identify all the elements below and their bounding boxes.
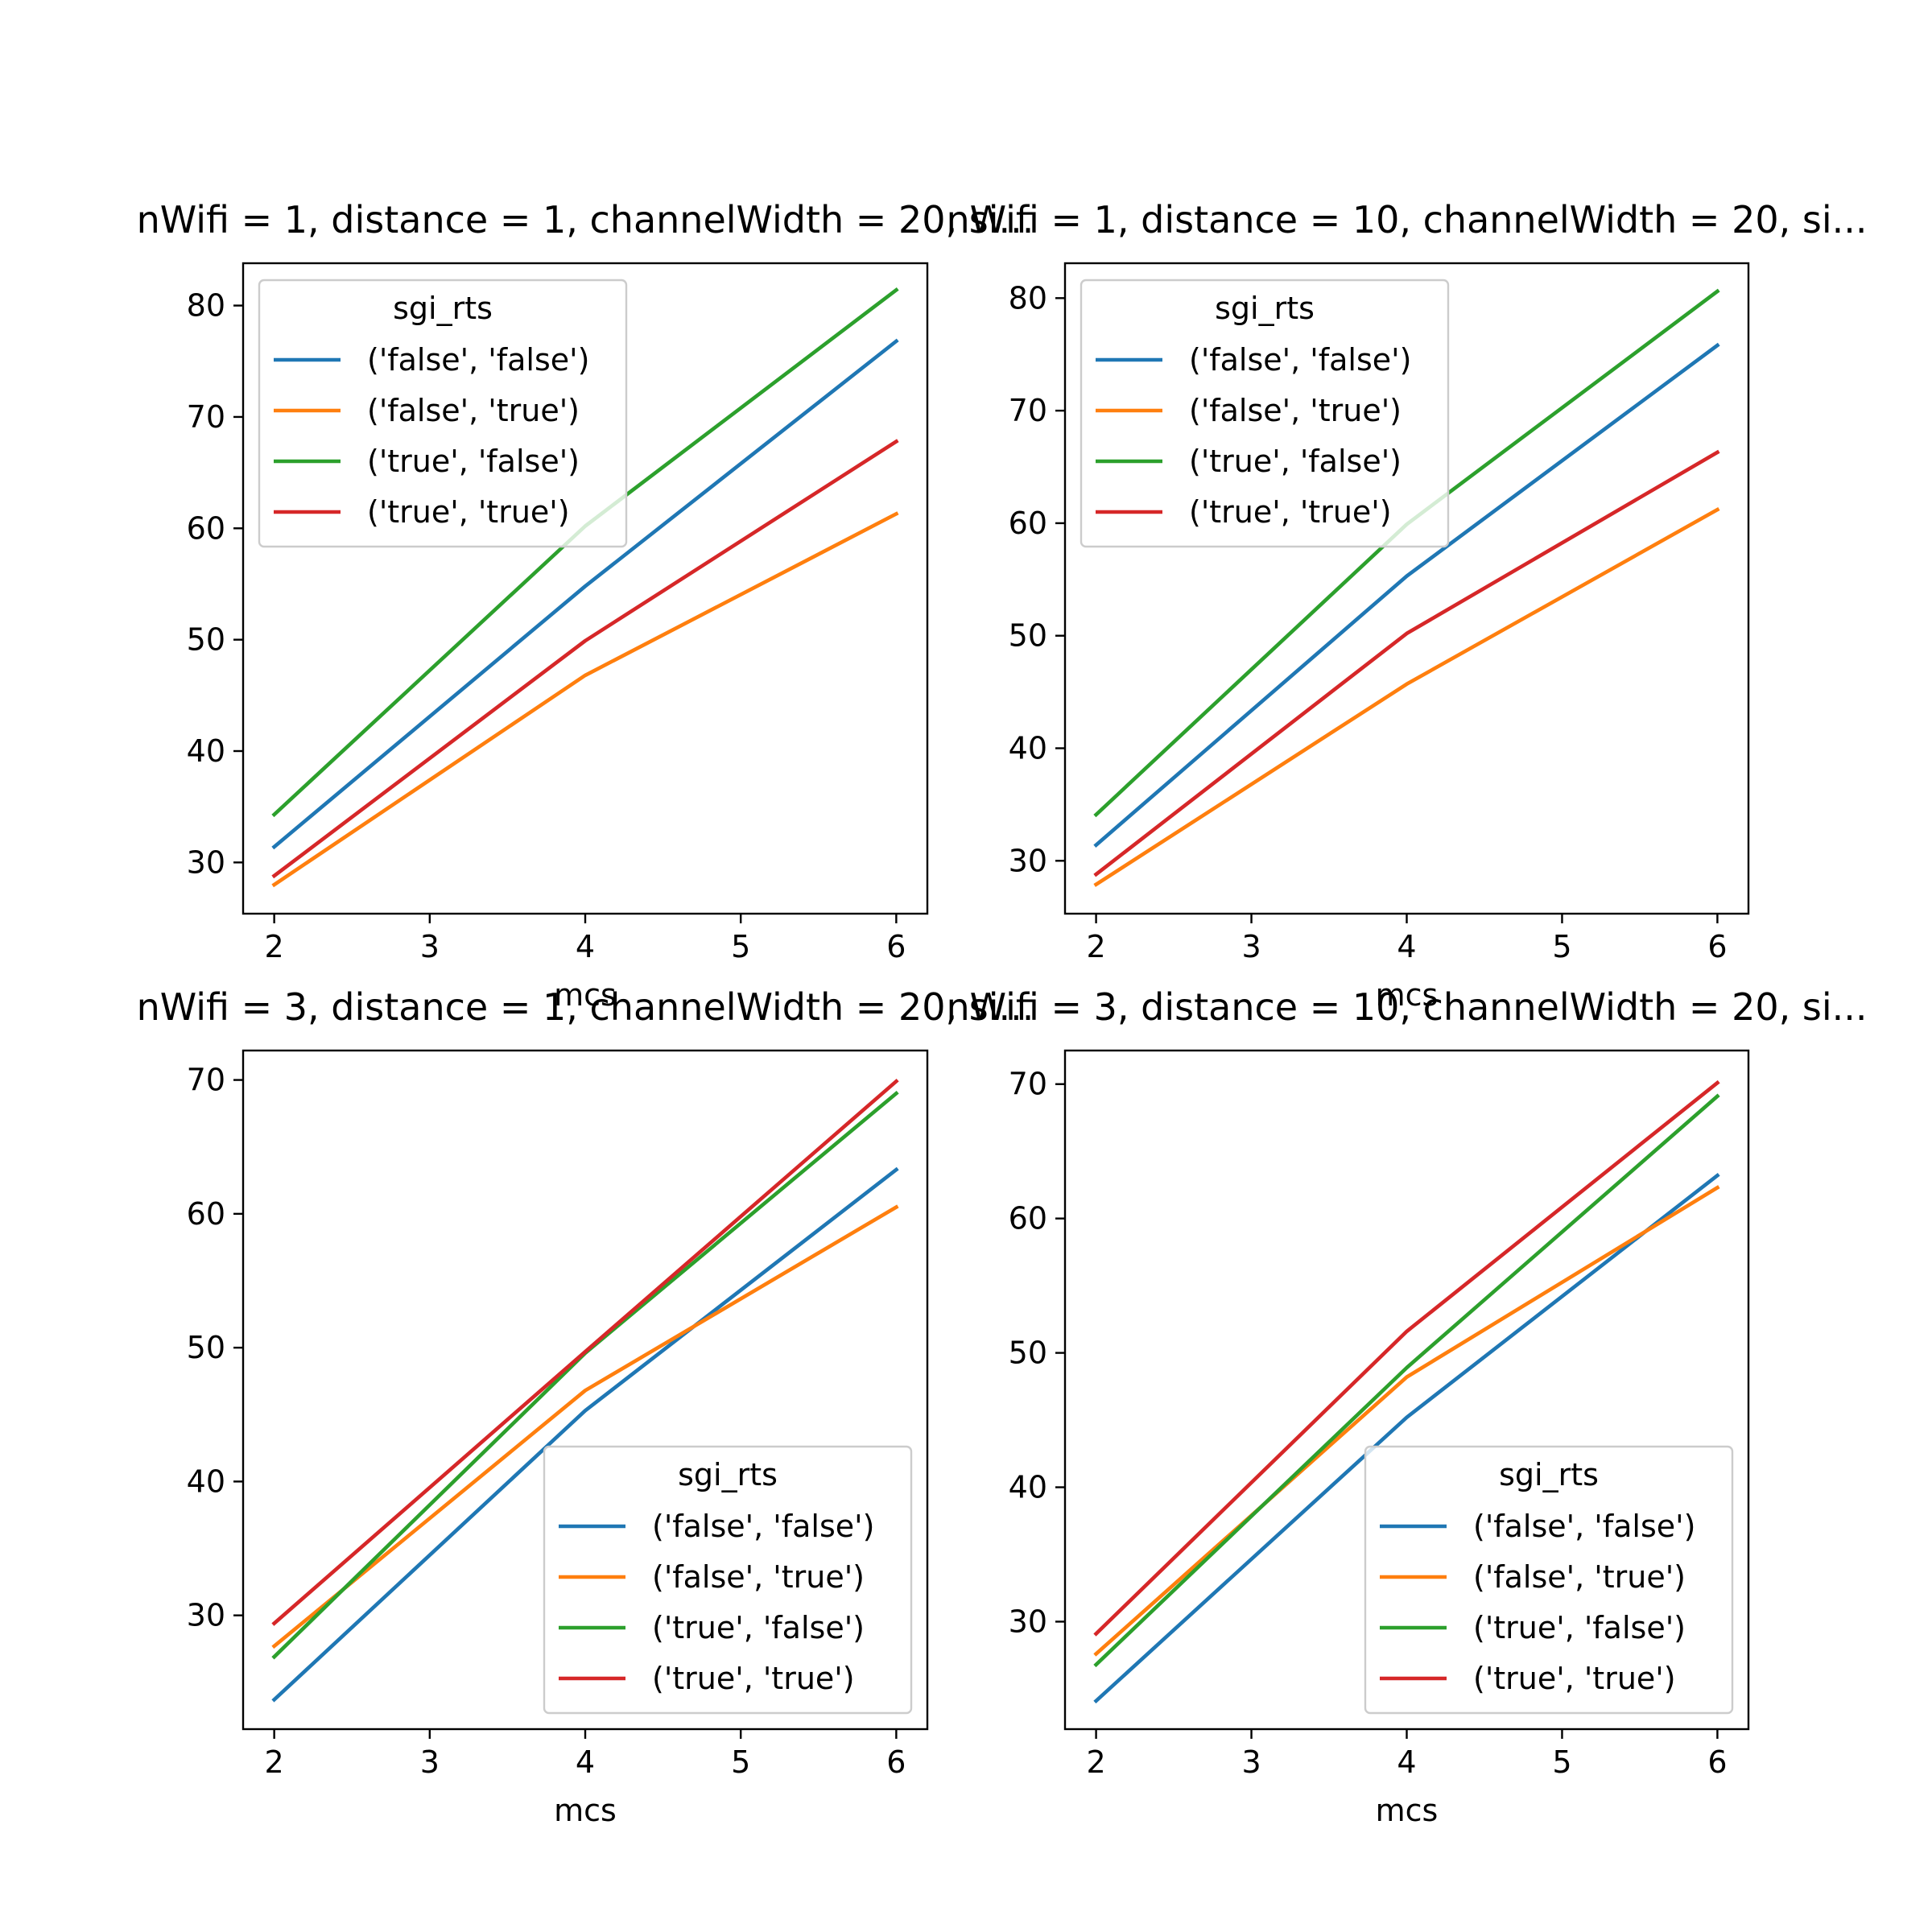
chart-title: nWifi = 1, distance = 1, channelWidth = … bbox=[137, 198, 1034, 242]
legend: sgi_rts ('false', 'false') ('false', 'true… bbox=[1080, 279, 1450, 548]
legend-entry-4: ('true', 'true') bbox=[652, 1661, 855, 1696]
y-tick-label: 70 bbox=[1009, 393, 1047, 428]
y-tick-label: 30 bbox=[1009, 843, 1047, 878]
legend-entry-3: ('true', 'false') bbox=[1473, 1610, 1686, 1645]
x-tick-label: 4 bbox=[1397, 929, 1416, 964]
series-line-1 bbox=[1093, 1172, 1720, 1704]
y-tick-label: 80 bbox=[1009, 280, 1047, 316]
chart-title: nWifi = 3, distance = 10, channelWidth =… bbox=[946, 985, 1867, 1029]
x-tick-label: 2 bbox=[265, 1744, 284, 1780]
legend-entry-3: ('true', 'false') bbox=[652, 1610, 865, 1645]
x-axis-label: mcs bbox=[554, 1793, 617, 1828]
x-axis-label: mcs bbox=[1376, 1793, 1439, 1828]
legend-entry-2: ('false', 'true') bbox=[1473, 1559, 1686, 1595]
series-line-4 bbox=[271, 1078, 899, 1626]
series-line-1 bbox=[1093, 342, 1720, 848]
chart-title: nWifi = 1, distance = 10, channelWidth =… bbox=[946, 198, 1867, 242]
x-tick-label: 5 bbox=[731, 929, 750, 964]
series-line-2 bbox=[1093, 506, 1720, 887]
x-tick-label: 5 bbox=[1552, 929, 1571, 964]
y-tick-label: 70 bbox=[187, 399, 225, 435]
legend-title: sgi_rts bbox=[678, 1457, 778, 1492]
y-tick-label: 50 bbox=[1009, 618, 1047, 654]
legend-entry-2: ('false', 'true') bbox=[367, 393, 580, 428]
y-tick-label: 30 bbox=[187, 844, 225, 880]
y-tick-label: 60 bbox=[1009, 1201, 1047, 1236]
series-line-2 bbox=[271, 511, 899, 888]
legend-entry-3: ('true', 'false') bbox=[367, 444, 580, 479]
x-tick-label: 6 bbox=[886, 1744, 906, 1780]
legend-entry-3: ('true', 'false') bbox=[1189, 444, 1402, 479]
legend-box bbox=[1364, 1445, 1734, 1715]
y-tick-label: 40 bbox=[187, 1463, 225, 1499]
x-axis-label: mcs bbox=[1376, 977, 1439, 1013]
y-tick-label: 60 bbox=[187, 510, 225, 546]
legend-entry-1: ('false', 'false') bbox=[652, 1509, 874, 1544]
series-line-4 bbox=[1093, 449, 1720, 877]
series-line-3 bbox=[1093, 1093, 1720, 1668]
subplot-2: 2 3 4 5 6 30 40 50 60 70 80 mcs nWifi = 1, distance … bbox=[946, 198, 1867, 1013]
y-tick-label: 40 bbox=[1009, 731, 1047, 766]
legend-entry-4: ('true', 'true') bbox=[1189, 494, 1392, 530]
x-tick-label: 4 bbox=[1397, 1744, 1416, 1780]
x-tick-label: 2 bbox=[1086, 1744, 1105, 1780]
y-tick-label: 30 bbox=[187, 1598, 225, 1633]
legend-title: sgi_rts bbox=[1499, 1457, 1599, 1492]
x-tick-label: 4 bbox=[576, 1744, 595, 1780]
legend-entry-1: ('false', 'false') bbox=[1189, 342, 1411, 378]
y-tick-label: 50 bbox=[187, 622, 225, 658]
legend: sgi_rts ('false', 'false') ('false', 'true… bbox=[1364, 1445, 1734, 1715]
y-tick-label: 30 bbox=[1009, 1604, 1047, 1639]
x-tick-label: 3 bbox=[1241, 1744, 1261, 1780]
y-tick-label: 50 bbox=[1009, 1335, 1047, 1371]
y-tick-label: 60 bbox=[187, 1196, 225, 1232]
x-tick-label: 5 bbox=[1552, 1744, 1571, 1780]
x-tick-label: 2 bbox=[1086, 929, 1105, 964]
legend: sgi_rts ('false', 'false') ('false', 'true… bbox=[258, 279, 628, 548]
x-tick-label: 6 bbox=[886, 929, 906, 964]
x-tick-label: 3 bbox=[420, 1744, 440, 1780]
legend-entry-1: ('false', 'false') bbox=[367, 342, 589, 378]
chart-title: nWifi = 3, distance = 1, channelWidth = … bbox=[137, 985, 1034, 1029]
y-tick-label: 80 bbox=[187, 288, 225, 324]
x-tick-label: 6 bbox=[1707, 1744, 1727, 1780]
legend-box bbox=[258, 279, 628, 548]
legend-entry-4: ('true', 'true') bbox=[367, 494, 570, 530]
x-axis-label: mcs bbox=[554, 977, 617, 1013]
x-tick-label: 3 bbox=[1241, 929, 1261, 964]
y-tick-label: 60 bbox=[1009, 506, 1047, 541]
x-tick-label: 5 bbox=[731, 1744, 750, 1780]
x-tick-label: 3 bbox=[420, 929, 440, 964]
y-tick-label: 50 bbox=[187, 1330, 225, 1365]
legend-entry-4: ('true', 'true') bbox=[1473, 1661, 1676, 1696]
x-tick-label: 4 bbox=[576, 929, 595, 964]
legend-entry-1: ('false', 'false') bbox=[1473, 1509, 1695, 1544]
legend-entry-2: ('false', 'true') bbox=[652, 1559, 865, 1595]
legend-title: sgi_rts bbox=[1215, 291, 1315, 326]
legend: sgi_rts ('false', 'false') ('false', 'true… bbox=[543, 1445, 913, 1715]
series-line-2 bbox=[271, 1204, 899, 1649]
y-tick-label: 40 bbox=[1009, 1470, 1047, 1505]
series-line-4 bbox=[1093, 1080, 1720, 1637]
subplot-1: 2 3 4 5 6 30 40 50 60 70 80 mcs nWifi = 1, distance … bbox=[137, 198, 1034, 1013]
y-tick-label: 70 bbox=[187, 1063, 225, 1098]
legend-title: sgi_rts bbox=[393, 291, 493, 326]
legend-box bbox=[543, 1445, 913, 1715]
series-line-1 bbox=[271, 338, 899, 850]
subplot-3: 2 3 4 5 6 30 40 50 60 70 mcs nWifi = 3, distance = … bbox=[137, 985, 1034, 1828]
series-line-1 bbox=[271, 1166, 899, 1703]
x-tick-label: 2 bbox=[265, 929, 284, 964]
y-tick-label: 70 bbox=[1009, 1067, 1047, 1102]
legend-box bbox=[1080, 279, 1450, 548]
series-line-2 bbox=[1093, 1185, 1720, 1657]
subplot-4: 2 3 4 5 6 30 40 50 60 70 mcs nWifi = 3, distance = … bbox=[946, 985, 1867, 1828]
y-tick-label: 40 bbox=[187, 733, 225, 769]
series-line-4 bbox=[271, 439, 899, 879]
legend-entry-2: ('false', 'true') bbox=[1189, 393, 1402, 428]
x-tick-label: 6 bbox=[1707, 929, 1727, 964]
